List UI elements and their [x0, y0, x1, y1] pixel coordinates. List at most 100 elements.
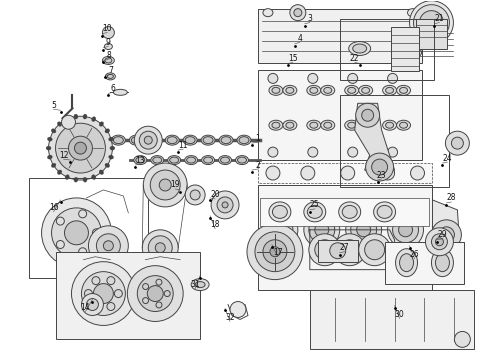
Ellipse shape: [353, 44, 367, 53]
Bar: [391, 27, 418, 71]
Circle shape: [392, 217, 418, 243]
Circle shape: [247, 224, 303, 280]
Circle shape: [439, 227, 454, 243]
Ellipse shape: [345, 120, 359, 130]
Bar: [340, 95, 449, 187]
Ellipse shape: [395, 249, 417, 276]
Text: 2: 2: [256, 161, 260, 170]
Circle shape: [72, 262, 135, 325]
Circle shape: [411, 166, 424, 180]
Ellipse shape: [436, 254, 449, 272]
Circle shape: [348, 73, 358, 84]
Ellipse shape: [399, 87, 408, 93]
Circle shape: [81, 272, 125, 315]
Text: 26: 26: [410, 250, 419, 259]
Polygon shape: [433, 200, 461, 275]
Circle shape: [81, 293, 103, 315]
Ellipse shape: [74, 114, 78, 119]
Ellipse shape: [99, 122, 103, 126]
Ellipse shape: [94, 135, 107, 145]
Ellipse shape: [153, 157, 162, 163]
Circle shape: [414, 49, 421, 57]
Text: 19: 19: [171, 180, 180, 189]
Ellipse shape: [383, 85, 396, 95]
Text: 9: 9: [106, 38, 111, 47]
Circle shape: [309, 217, 335, 243]
Bar: [258, 71, 422, 160]
Text: 4: 4: [297, 34, 302, 43]
Circle shape: [134, 126, 162, 154]
Circle shape: [263, 240, 287, 264]
Text: 18: 18: [210, 220, 220, 229]
Ellipse shape: [263, 9, 273, 17]
Circle shape: [340, 240, 360, 260]
Ellipse shape: [219, 135, 233, 145]
Circle shape: [414, 13, 421, 21]
Circle shape: [97, 234, 121, 258]
Ellipse shape: [105, 73, 115, 80]
Circle shape: [388, 212, 423, 248]
Ellipse shape: [359, 85, 372, 95]
Text: 16: 16: [49, 203, 58, 212]
Ellipse shape: [167, 137, 177, 144]
Circle shape: [143, 163, 187, 207]
Ellipse shape: [65, 175, 69, 180]
Ellipse shape: [383, 120, 396, 130]
Circle shape: [155, 243, 165, 253]
Circle shape: [351, 217, 377, 243]
Ellipse shape: [74, 177, 78, 182]
Text: 12: 12: [59, 150, 68, 159]
Text: 24: 24: [442, 154, 452, 163]
Text: 15: 15: [288, 54, 298, 63]
Circle shape: [436, 238, 443, 246]
Ellipse shape: [221, 137, 231, 144]
Circle shape: [308, 73, 318, 84]
Text: 22: 22: [350, 54, 360, 63]
Ellipse shape: [345, 85, 359, 95]
Circle shape: [267, 217, 293, 243]
Bar: [28, 178, 148, 278]
Polygon shape: [355, 103, 394, 177]
Circle shape: [159, 179, 171, 191]
Circle shape: [381, 166, 394, 180]
Ellipse shape: [183, 135, 197, 145]
Circle shape: [222, 202, 228, 208]
Ellipse shape: [324, 122, 332, 128]
Ellipse shape: [65, 117, 69, 122]
Text: 11: 11: [178, 141, 188, 150]
Ellipse shape: [237, 135, 251, 145]
Ellipse shape: [107, 75, 113, 78]
Bar: [385, 242, 465, 284]
Ellipse shape: [348, 122, 356, 128]
Ellipse shape: [92, 117, 96, 122]
Bar: [55, 252, 200, 339]
Circle shape: [147, 285, 163, 302]
Ellipse shape: [399, 122, 408, 128]
Circle shape: [74, 142, 86, 154]
Text: 1: 1: [256, 134, 260, 143]
Circle shape: [419, 11, 443, 35]
Circle shape: [143, 284, 148, 289]
Circle shape: [414, 24, 421, 32]
Text: 30: 30: [394, 310, 404, 319]
Ellipse shape: [187, 157, 196, 163]
Ellipse shape: [104, 44, 112, 50]
Circle shape: [42, 198, 111, 268]
Ellipse shape: [432, 249, 453, 276]
Text: 28: 28: [447, 193, 456, 202]
Ellipse shape: [48, 137, 52, 141]
Ellipse shape: [286, 122, 294, 128]
Ellipse shape: [204, 157, 213, 163]
Circle shape: [79, 210, 87, 218]
Circle shape: [454, 332, 470, 347]
Circle shape: [270, 247, 280, 257]
Circle shape: [365, 240, 385, 260]
Circle shape: [156, 302, 162, 308]
Ellipse shape: [219, 156, 232, 165]
Circle shape: [103, 241, 113, 251]
Ellipse shape: [307, 206, 322, 219]
Text: 17: 17: [273, 248, 283, 257]
Text: 29: 29: [438, 230, 447, 239]
Circle shape: [398, 223, 413, 237]
Ellipse shape: [349, 41, 370, 55]
